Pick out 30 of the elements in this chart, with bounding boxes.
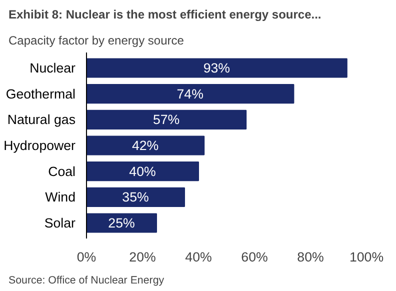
chart-title: Exhibit 8: Nuclear is the most efficient energy source... xyxy=(8,8,322,22)
bar xyxy=(86,136,205,156)
y-tick-label: Hydropower xyxy=(4,138,76,153)
y-tick-label: Natural gas xyxy=(7,112,76,128)
chart-subtitle: Capacity factor by energy source xyxy=(8,34,184,48)
y-tick-label: Wind xyxy=(45,190,76,205)
data-label: 93% xyxy=(203,60,230,76)
bar xyxy=(86,84,294,104)
data-label: 57% xyxy=(152,112,180,128)
data-label: 74% xyxy=(176,86,204,102)
y-tick-label: Solar xyxy=(44,216,76,230)
x-tick-label: 20% xyxy=(129,250,156,264)
x-tick-label: 0% xyxy=(76,250,96,264)
bar xyxy=(86,162,199,182)
bar xyxy=(86,110,247,130)
bar xyxy=(86,58,348,78)
x-tick-label: 60% xyxy=(241,250,268,264)
source-note: Source: Office of Nuclear Energy xyxy=(8,274,165,286)
x-tick-label: 100% xyxy=(349,250,384,264)
bar xyxy=(86,213,157,233)
data-label: 25% xyxy=(108,216,135,230)
x-tick-label: 80% xyxy=(297,250,324,264)
x-tick-label: 40% xyxy=(185,250,212,264)
data-label: 35% xyxy=(122,190,149,205)
y-tick-label: Nuclear xyxy=(30,60,76,76)
bar xyxy=(86,187,185,207)
y-tick-label: Coal xyxy=(48,164,76,179)
y-tick-label: Geothermal xyxy=(6,86,76,102)
data-label: 40% xyxy=(129,164,156,179)
data-label: 42% xyxy=(132,138,159,153)
